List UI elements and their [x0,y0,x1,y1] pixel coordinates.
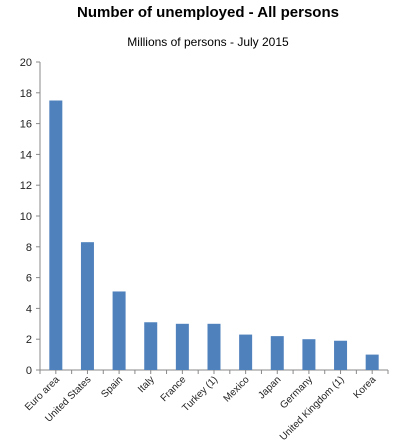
y-tick-label: 18 [20,88,32,100]
x-tick-label: Mexico [222,374,252,404]
bar [80,242,94,370]
bar [334,340,348,370]
bar [239,334,253,370]
y-tick-label: 10 [20,211,32,223]
x-tick-label: France [159,374,189,404]
bar [365,354,379,370]
x-tick-label: Korea [352,374,379,401]
bar [112,291,126,370]
bar [270,336,284,370]
bar [175,323,189,370]
bar [49,100,63,370]
x-tick-label: Japan [256,374,283,401]
bar [302,339,316,370]
bar [207,323,221,370]
chart-title: Number of unemployed - All persons [77,4,339,21]
y-tick-label: 0 [26,365,32,377]
y-tick-label: 2 [26,334,32,346]
y-tick-label: 14 [20,149,32,161]
bar [144,322,158,370]
y-tick-label: 20 [20,57,32,69]
y-tick-label: 12 [20,180,32,192]
y-tick-label: 6 [26,273,32,285]
y-tick-label: 8 [26,242,32,254]
y-tick-label: 4 [26,303,32,315]
x-tick-label: Spain [99,374,125,400]
chart-subtitle: Millions of persons - July 2015 [127,35,289,49]
y-tick-label: 16 [20,119,32,131]
x-tick-label: Italy [136,374,157,395]
